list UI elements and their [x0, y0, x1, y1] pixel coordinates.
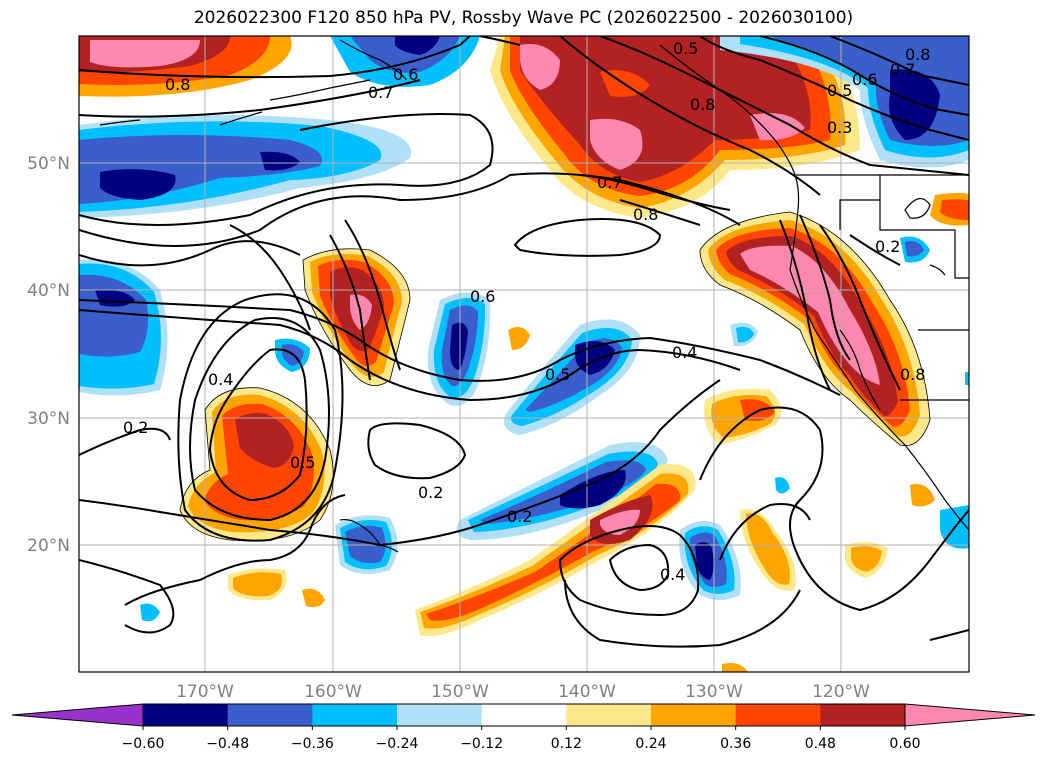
contour-label: 0.8 — [900, 365, 925, 384]
contour-label: 0.7 — [890, 60, 915, 79]
positive-anomaly-small-ne — [930, 192, 969, 226]
coastlines — [99, 39, 969, 553]
contour-label: 0.7 — [368, 83, 393, 102]
gridlines — [79, 36, 969, 672]
lon-tick-label: 120°W — [812, 682, 870, 702]
colorbar-segment — [481, 704, 567, 726]
rossby-wave-pc-contours — [79, 36, 969, 648]
colorbar-segment — [143, 704, 229, 726]
contour-label: 0.6 — [470, 287, 495, 306]
colorbar-segment — [651, 704, 737, 726]
positive-anomaly-southwest — [180, 387, 334, 541]
negative-anomaly-minor — [140, 236, 969, 622]
colorbar-segment — [820, 704, 906, 726]
contour-label: 0.5 — [673, 39, 698, 58]
map-title: 2026022300 F120 850 hPa PV, Rossby Wave … — [193, 8, 854, 28]
colorbar-tick-label: −0.60 — [122, 736, 165, 752]
lat-tick-label: 30°N — [27, 409, 70, 429]
negative-anomaly-north — [330, 36, 480, 87]
colorbar-segment — [735, 704, 821, 726]
colorbar-tick-label: 0.48 — [805, 736, 836, 752]
positive-anomaly-minor — [228, 326, 935, 672]
lon-tick-label: 150°W — [431, 682, 489, 702]
colorbar-tick-label: −0.36 — [291, 736, 334, 752]
contour-labels: 0.8 0.7 0.5 0.6 0.7 0.8 0.5 0.3 0.7 0.8 … — [123, 39, 930, 584]
colorbar-tick-label: 0.60 — [889, 736, 920, 752]
colorbar-tick-label: 0.12 — [551, 736, 582, 752]
colorbar: −0.60 −0.48 −0.36 −0.24 −0.12 0.12 0.24 0.36 0.4… — [11, 703, 1036, 752]
colorbar-tick-label: −0.48 — [206, 736, 249, 752]
contour-label: 0.2 — [123, 418, 148, 437]
colorbar-tick-label: 0.24 — [635, 736, 666, 752]
contour-label: 0.6 — [852, 70, 877, 89]
colorbar-segment — [312, 704, 398, 726]
contour-label: 0.8 — [165, 75, 190, 94]
lat-tick-label: 50°N — [27, 154, 70, 174]
contour-label: 0.6 — [393, 65, 418, 84]
contour-label: 0.5 — [827, 81, 852, 100]
colorbar-extend-low — [11, 703, 144, 727]
contour-label: 0.2 — [875, 237, 900, 256]
contour-label: 0.5 — [545, 365, 570, 384]
lon-tick-label: 160°W — [304, 682, 362, 702]
contour-label: 0.4 — [660, 565, 685, 584]
colorbar-outline — [142, 703, 906, 727]
pv-shading — [79, 36, 969, 672]
colorbar-tick-label: −0.12 — [460, 736, 503, 752]
contour-label: 0.5 — [290, 453, 315, 472]
contour-label: 0.4 — [208, 370, 233, 389]
contour-label: 0.4 — [672, 343, 697, 362]
contour-label: 0.8 — [690, 95, 715, 114]
negative-anomaly-west — [79, 115, 411, 218]
lat-tick-label: 40°N — [27, 281, 70, 301]
colorbar-extend-high — [904, 703, 1036, 727]
lon-tick-label: 170°W — [176, 682, 234, 702]
colorbar-segment — [397, 704, 483, 726]
contour-label: 0.2 — [507, 507, 532, 526]
contour-label: 0.7 — [597, 173, 622, 192]
positive-anomaly-nw — [79, 36, 292, 97]
map-frame — [78, 35, 970, 673]
contour-label: 0.2 — [418, 483, 443, 502]
colorbar-segment — [566, 704, 652, 726]
colorbar-tick-label: 0.36 — [720, 736, 751, 752]
shading-outlines — [179, 211, 931, 542]
contour-label: 0.3 — [827, 118, 852, 137]
lon-tick-label: 130°W — [685, 682, 743, 702]
colorbar-segment — [227, 704, 313, 726]
positive-anomaly-gulf-of-alaska — [490, 36, 860, 218]
negative-anomaly-far-west — [79, 259, 168, 396]
lat-tick-label: 20°N — [27, 536, 70, 556]
positive-anomaly-160w — [303, 248, 410, 386]
lon-tick-label: 140°W — [558, 682, 616, 702]
colorbar-tick-label: −0.24 — [376, 736, 419, 752]
lon-tick-labels: 170°W 160°W 150°W 140°W 130°W 120°W — [176, 682, 870, 702]
contour-label: 0.8 — [905, 45, 930, 64]
contour-label: 0.8 — [633, 205, 658, 224]
lat-tick-labels: 50°N 40°N 30°N 20°N — [27, 154, 70, 556]
